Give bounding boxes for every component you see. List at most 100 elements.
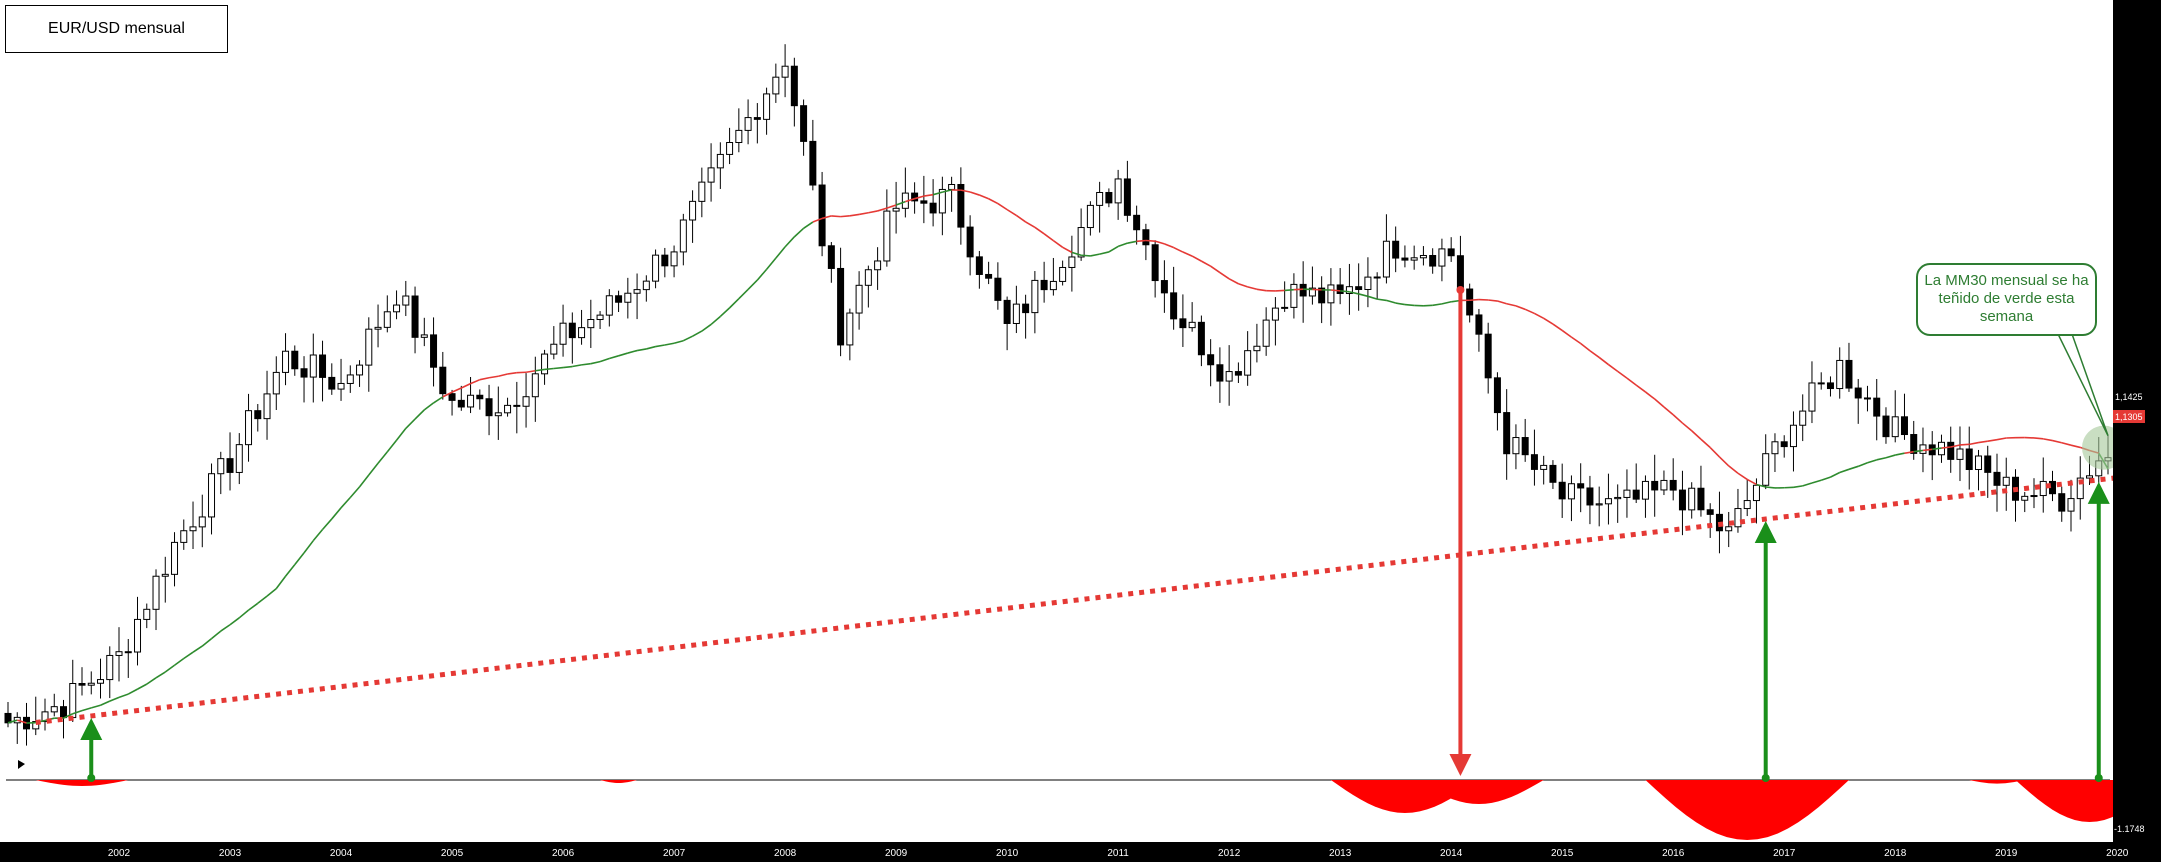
bear-candle <box>1106 192 1112 202</box>
ma30-segment-green <box>434 397 443 403</box>
bull-candle <box>1541 465 1547 469</box>
bull-candle <box>699 182 705 201</box>
bear-candle <box>514 405 520 406</box>
bear-candle <box>1864 398 1870 399</box>
ma30-segment-red <box>1738 473 1747 479</box>
bull-candle <box>1837 360 1843 388</box>
ma30-segment-green <box>656 345 665 347</box>
bear-candle <box>1827 383 1833 389</box>
bull-candle <box>1753 485 1759 500</box>
ma30-segment-red <box>1664 407 1673 415</box>
bull-candle <box>273 372 279 393</box>
ma30-segment-green <box>1396 303 1405 304</box>
ma30-segment-red <box>1747 479 1756 484</box>
bull-candle <box>588 320 594 328</box>
bear-candle <box>616 296 622 302</box>
bear-candle <box>1041 280 1047 289</box>
ma30-segment-red <box>841 216 850 217</box>
bear-candle <box>292 351 298 369</box>
ma30-segment-green <box>138 684 147 689</box>
ma30-segment-green <box>674 341 683 344</box>
bull-candle <box>1818 383 1824 384</box>
ma30-segment-green <box>165 665 174 672</box>
bear-candle <box>1698 488 1704 510</box>
bull-candle <box>653 255 659 281</box>
bear-candle <box>2059 494 2065 511</box>
bear-candle <box>1467 289 1473 315</box>
oscillator-negative-area <box>600 780 637 783</box>
bull-candle <box>1078 228 1084 257</box>
ma30-segment-red <box>1146 240 1155 241</box>
ma30-segment-green <box>794 228 803 237</box>
bull-candle <box>162 574 168 576</box>
bull-candle <box>51 707 57 712</box>
bear-candle <box>995 278 1001 300</box>
ma30-segment-green <box>683 336 692 341</box>
ma30-segment-red <box>1220 273 1229 279</box>
ma30-segment-green <box>1877 458 1886 460</box>
ma30-segment-red <box>1257 289 1266 290</box>
bull-candle <box>1920 445 1926 453</box>
ma30-segment-green <box>91 705 100 708</box>
bear-candle <box>1633 490 1639 499</box>
ma30-segment-green <box>202 639 211 646</box>
ma30-segment-green <box>554 368 563 369</box>
callout-pointer <box>2058 334 2108 436</box>
bear-candle <box>477 395 483 398</box>
ma30-segment-red <box>1238 284 1247 287</box>
ma30-segment-red <box>1248 287 1257 289</box>
bear-candle <box>1504 413 1510 454</box>
bull-candle <box>116 652 122 656</box>
ma30-segment-red <box>1229 279 1238 284</box>
ma30-segment-red <box>1192 256 1201 261</box>
oscillator-negative-area <box>36 780 129 786</box>
bull-candle <box>542 354 548 374</box>
bull-candle <box>634 290 640 294</box>
bull-candle <box>625 293 631 302</box>
ma30-segment-green <box>239 610 248 618</box>
bull-candle <box>1272 308 1278 320</box>
bull-candle <box>199 517 205 527</box>
ma30-segment-red <box>1581 344 1590 351</box>
bull-candle <box>310 355 316 377</box>
ma30-segment-green <box>1793 486 1802 487</box>
bull-candle <box>1060 267 1066 281</box>
bear-candle <box>1004 300 1010 323</box>
ma30-segment-green <box>693 331 702 336</box>
up-arrow-icon <box>2088 482 2110 504</box>
bear-candle <box>838 268 844 344</box>
bull-candle <box>1245 351 1251 375</box>
ma30-segment-red <box>1997 438 2006 440</box>
ma30-segment-red <box>887 205 896 208</box>
ma30-segment-green <box>1109 246 1118 252</box>
ma30-segment-green <box>406 419 415 428</box>
ma30-segment-red <box>2052 441 2061 443</box>
ma30-segment-red <box>1488 300 1497 301</box>
ma30-segment-green <box>267 589 276 596</box>
ma30-segment-red <box>1562 330 1571 337</box>
ma30-segment-red <box>1673 415 1682 423</box>
bull-candle <box>875 261 881 270</box>
down-arrow-icon <box>1449 754 1471 776</box>
bear-candle <box>1531 455 1537 470</box>
ma30-segment-green <box>110 697 119 701</box>
bull-candle <box>745 118 751 131</box>
ma30-segment-red <box>1044 234 1053 241</box>
bear-candle <box>1559 482 1565 499</box>
bear-candle <box>1652 481 1658 490</box>
bear-candle <box>1948 442 1954 459</box>
ma30-segment-green <box>424 403 433 410</box>
ma30-segment-green <box>804 222 813 228</box>
up-arrow-icon <box>1755 521 1777 543</box>
bear-candle <box>1485 334 1491 378</box>
bull-candle <box>1689 488 1695 510</box>
bull-candle <box>2031 496 2037 497</box>
ma30-segment-red <box>878 208 887 211</box>
bear-candle <box>255 411 261 419</box>
ma30-segment-red <box>1544 318 1553 324</box>
annotation-callout: La MM30 mensual se ha teñido de verde es… <box>1916 263 2097 336</box>
ma30-segment-red <box>1053 241 1062 248</box>
ma30-segment-red <box>1627 378 1636 385</box>
ma30-segment-green <box>767 258 776 269</box>
